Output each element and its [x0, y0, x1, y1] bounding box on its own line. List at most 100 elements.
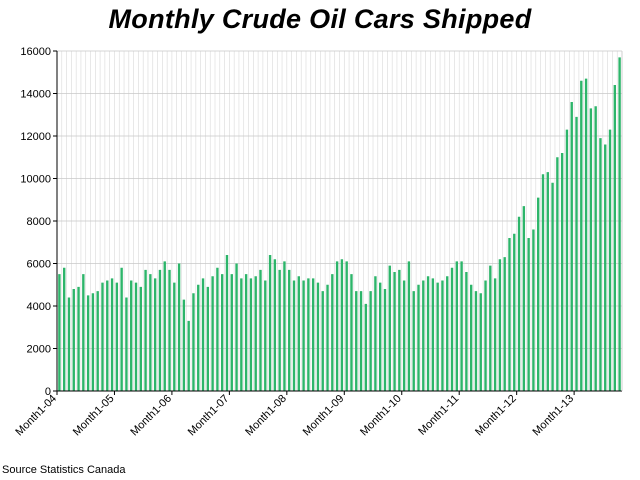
- y-tick-label: 2000: [27, 344, 51, 356]
- bar: [168, 269, 171, 392]
- bar: [206, 286, 210, 392]
- bar: [134, 282, 138, 392]
- bar: [254, 276, 257, 391]
- bar: [197, 284, 200, 391]
- bar: [417, 284, 420, 391]
- bar: [177, 263, 181, 391]
- bar: [450, 267, 454, 391]
- bar: [120, 267, 123, 391]
- bar: [455, 261, 458, 392]
- bar: [292, 280, 296, 391]
- bar: [589, 108, 593, 392]
- bar: [110, 278, 114, 392]
- bar: [359, 291, 363, 392]
- bar: [537, 197, 540, 392]
- bar: [273, 259, 277, 391]
- bar: [288, 269, 291, 392]
- y-tick-label: 0: [45, 386, 51, 398]
- y-tick-label: 8000: [27, 216, 51, 228]
- bar: [345, 261, 348, 392]
- bar: [388, 265, 391, 392]
- bar: [369, 291, 372, 392]
- bar: [321, 291, 324, 392]
- x-tick-label: Month1-12: [473, 393, 519, 439]
- bar: [489, 265, 492, 392]
- bar: [493, 278, 497, 392]
- y-tick-label: 10000: [20, 174, 51, 186]
- bar: [240, 278, 243, 392]
- bar: [67, 297, 71, 391]
- bar: [264, 280, 267, 391]
- bar: [355, 291, 358, 392]
- bar: [144, 269, 147, 392]
- y-tick-label: 6000: [27, 259, 51, 271]
- bar: [302, 280, 305, 391]
- x-tick-label: Month1-04: [13, 393, 59, 439]
- bar: [158, 269, 162, 392]
- bar: [474, 291, 478, 392]
- bar: [613, 85, 617, 391]
- bar: [383, 289, 387, 391]
- bar: [608, 129, 612, 392]
- bar: [297, 276, 300, 391]
- bar: [402, 280, 406, 391]
- bar: [575, 116, 578, 392]
- bar: [570, 102, 573, 391]
- bar: [278, 269, 281, 392]
- bar: [249, 278, 253, 392]
- bar: [106, 280, 109, 391]
- bar: [173, 282, 176, 392]
- bar: [187, 320, 190, 392]
- bar: [201, 278, 205, 392]
- bar: [546, 172, 549, 391]
- bar: [498, 259, 502, 391]
- bar: [407, 261, 411, 392]
- bar: [618, 57, 621, 392]
- bar: [101, 282, 104, 392]
- bar: [149, 274, 152, 392]
- bar: [130, 280, 133, 391]
- y-tick-label: 16000: [20, 46, 51, 58]
- bar: [307, 278, 310, 392]
- bar: [283, 261, 286, 392]
- bar: [513, 233, 516, 391]
- bar: [522, 206, 526, 391]
- bar: [235, 263, 238, 391]
- bar: [422, 280, 425, 391]
- bar: [259, 269, 262, 392]
- bar: [508, 238, 511, 391]
- bar: [374, 276, 377, 391]
- bar: [182, 299, 186, 392]
- x-tick-label: Month1-05: [71, 393, 117, 439]
- bar: [379, 282, 382, 392]
- x-tick-label: Month1-08: [243, 393, 289, 439]
- y-tick-label: 14000: [20, 89, 51, 101]
- bar: [517, 216, 521, 391]
- bar: [331, 274, 334, 392]
- bar: [335, 261, 339, 392]
- bar: [139, 286, 142, 392]
- bar: [532, 229, 535, 391]
- bar: [393, 272, 396, 391]
- bar: [211, 276, 214, 391]
- bar: [125, 297, 128, 391]
- bar: [541, 174, 545, 391]
- bar: [565, 129, 569, 392]
- bar: [192, 293, 195, 391]
- bar: [460, 261, 463, 392]
- bar: [584, 78, 588, 392]
- x-tick-label: Month1-13: [531, 393, 577, 439]
- x-tick-labels: Month1-04 Month1-05 Month1-06 Month1-07 Mont…: [13, 393, 576, 439]
- bar: [604, 144, 607, 391]
- bar: [599, 138, 602, 392]
- bar: [340, 259, 344, 391]
- y-tick-label: 12000: [20, 131, 51, 143]
- bar: [82, 274, 85, 392]
- bar: [431, 278, 435, 392]
- x-tick-label: Month1-07: [186, 393, 232, 439]
- bar: [469, 284, 473, 391]
- x-tick-label: Month1-06: [128, 393, 174, 439]
- bar: [551, 182, 554, 391]
- axis-layer: [53, 50, 623, 395]
